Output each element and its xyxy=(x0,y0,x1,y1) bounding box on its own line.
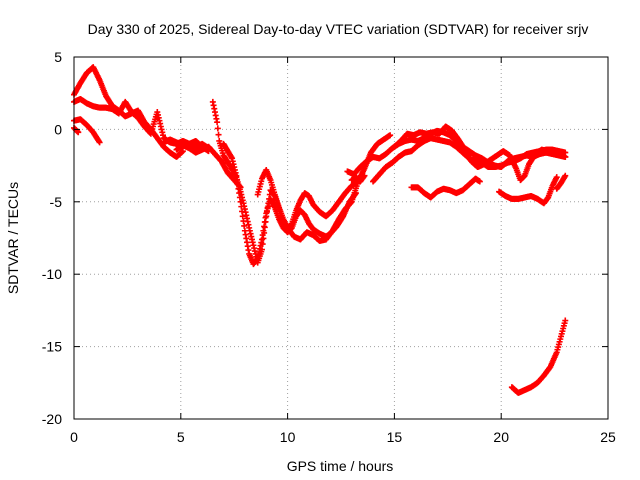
y-tick-label: -20 xyxy=(42,411,62,427)
series-track-q xyxy=(348,172,368,185)
data-series xyxy=(71,64,569,396)
axis-ticks: 0 5 10 15 20 25 5 0 -5 -10 -15 -20 xyxy=(42,49,616,445)
data-point-marker xyxy=(179,148,186,155)
data-point-marker xyxy=(562,153,569,160)
series-track-d xyxy=(71,124,82,136)
series-track-p xyxy=(173,142,244,191)
series-track-k xyxy=(391,123,569,184)
series-track-h xyxy=(254,132,394,244)
data-point-marker xyxy=(553,174,560,181)
y-tick-label: 0 xyxy=(54,121,62,137)
data-point-marker xyxy=(214,125,221,132)
data-point-marker xyxy=(361,172,368,179)
x-tick-label: 20 xyxy=(493,429,509,445)
series-track-c xyxy=(71,116,103,146)
series-track-f xyxy=(209,98,362,266)
series-track-n xyxy=(553,172,569,192)
y-tick-label: -10 xyxy=(42,266,62,282)
data-point-marker xyxy=(237,184,244,191)
data-point-marker xyxy=(562,172,569,179)
x-tick-label: 25 xyxy=(600,429,616,445)
gridlines xyxy=(74,57,608,419)
series-track-m xyxy=(496,174,560,207)
series-track-l xyxy=(408,175,483,201)
series-track-o xyxy=(508,317,569,396)
data-point-marker xyxy=(476,178,483,185)
x-tick-label: 10 xyxy=(280,429,296,445)
data-point-marker xyxy=(214,119,221,126)
data-point-marker xyxy=(387,132,394,139)
x-tick-label: 0 xyxy=(70,429,78,445)
y-tick-label: -5 xyxy=(50,194,63,210)
chart-title: Day 330 of 2025, Sidereal Day-to-day VTE… xyxy=(88,21,589,37)
y-axis-label: SDTVAR / TECUs xyxy=(5,182,21,294)
data-point-marker xyxy=(215,131,222,138)
data-point-marker xyxy=(562,317,569,324)
x-tick-label: 5 xyxy=(177,429,185,445)
data-point-marker xyxy=(96,139,103,146)
x-tick-label: 15 xyxy=(387,429,403,445)
y-tick-label: -15 xyxy=(42,339,62,355)
x-axis-label: GPS time / hours xyxy=(287,458,394,474)
y-tick-label: 5 xyxy=(54,49,62,65)
data-point-marker xyxy=(75,129,82,136)
plot-frame xyxy=(73,56,609,420)
series-track-a xyxy=(71,64,186,160)
